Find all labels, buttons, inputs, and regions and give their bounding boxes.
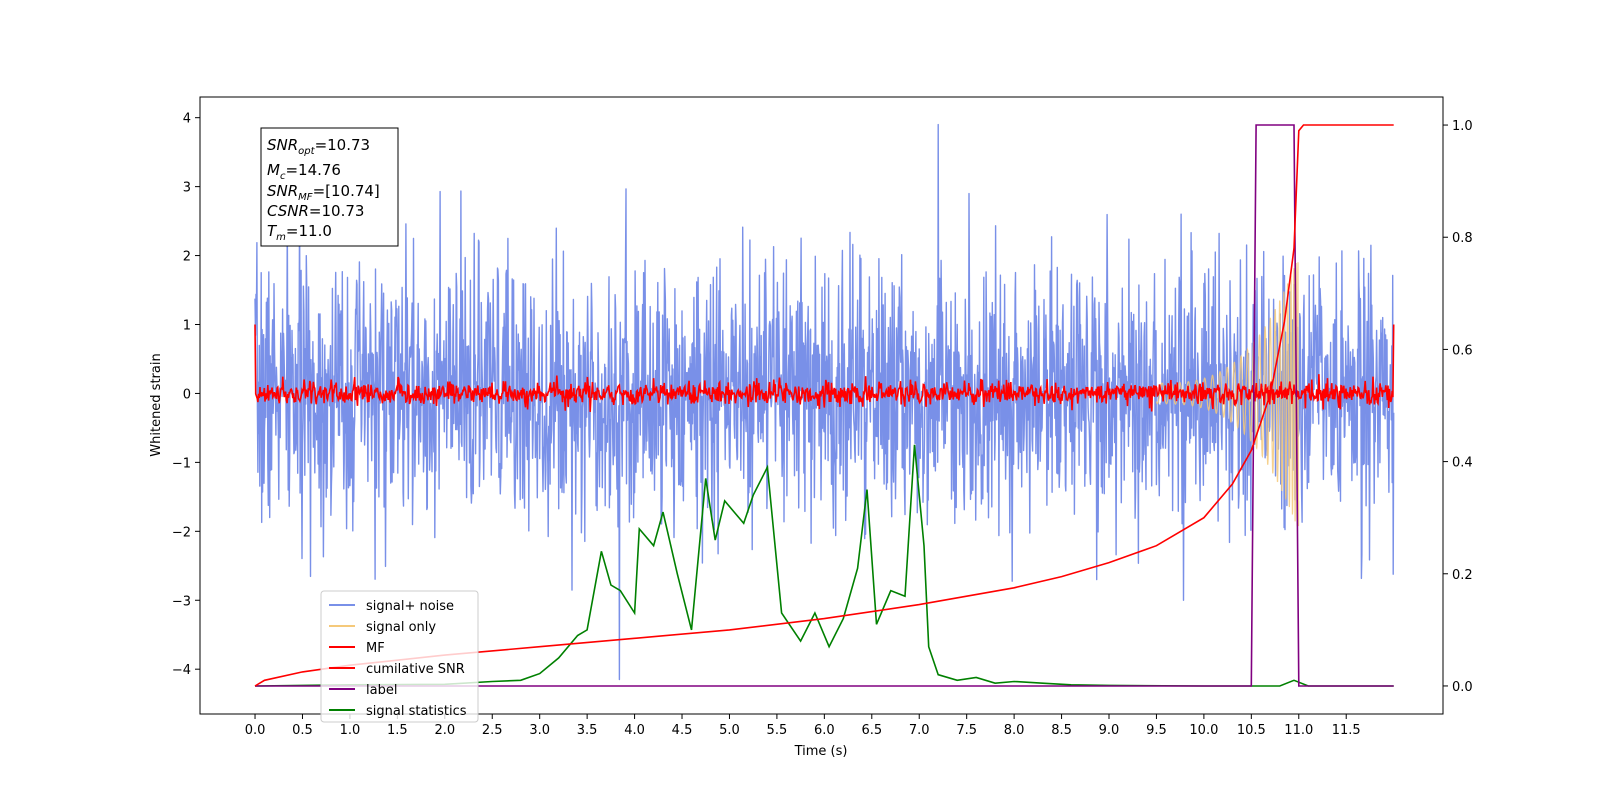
x-tick-label: 9.5 — [1146, 723, 1167, 738]
x-tick-label: 10.0 — [1189, 723, 1218, 738]
y-axis-label: Whitened strain — [149, 353, 164, 456]
annotation-snr-mf: SNRMF=[10.74] — [267, 182, 380, 203]
plot-frame — [199, 96, 1444, 715]
x-tick-label: 5.0 — [719, 723, 740, 738]
annotation-box: SNRopt=10.73 Mc=14.76 SNRMF=[10.74] CSNR… — [260, 127, 399, 247]
x-axis-label: Time (s) — [794, 744, 848, 759]
annotation-csnr: CSNR=10.73 — [267, 202, 364, 220]
y2-tick-label: 0.8 — [1452, 231, 1473, 246]
x-tick-label: 8.5 — [1051, 723, 1072, 738]
x-tick-label: 11.0 — [1284, 723, 1313, 738]
x-tick-label: 10.5 — [1237, 723, 1266, 738]
x-tick-label: 6.5 — [861, 723, 882, 738]
legend-label: signal only — [366, 620, 436, 635]
x-tick-label: 1.0 — [340, 723, 361, 738]
x-tick-label: 4.5 — [672, 723, 693, 738]
y-tick-label: −2 — [172, 525, 191, 540]
y2-tick-label: 0.2 — [1452, 568, 1473, 583]
x-tick-label: 7.0 — [909, 723, 930, 738]
y-tick-label: 2 — [183, 250, 191, 265]
y-tick-label: −3 — [172, 594, 191, 609]
plot-series — [254, 123, 1395, 687]
series-line-label — [255, 124, 1394, 687]
x-tick-label: 5.5 — [767, 723, 788, 738]
y2-tick-label: 0.6 — [1452, 343, 1473, 358]
legend-label: signal+ noise — [366, 599, 454, 614]
y2-tick-label: 0.0 — [1452, 680, 1473, 695]
legend-frame — [320, 590, 479, 723]
legend-label: MF — [366, 641, 385, 656]
y-tick-label: 4 — [183, 112, 191, 127]
legend-label: signal statistics — [366, 704, 467, 719]
y-tick-label: 1 — [183, 318, 191, 333]
x-tick-label: 2.5 — [482, 723, 503, 738]
x-tick-label: 2.0 — [434, 723, 455, 738]
y2-axis-ticks: 1.0 0.8 0.6 0.4 0.2 0.0 — [1443, 119, 1473, 695]
annotation-frame — [260, 127, 399, 247]
x-tick-label: 9.0 — [1099, 723, 1120, 738]
y2-tick-label: 1.0 — [1452, 119, 1473, 134]
series-line-mf — [254, 324, 1395, 412]
x-tick-label: 1.5 — [387, 723, 408, 738]
x-tick-label: 0.0 — [245, 723, 266, 738]
x-axis-ticks: 0.0 0.5 1.0 1.5 2.0 2.5 3.0 3.5 4.0 4.5 5.0 5.5 6.0 6… — [245, 714, 1361, 738]
x-tick-label: 0.5 — [292, 723, 313, 738]
y-axis-ticks: 4 3 2 1 0 −1 −2 −3 −4 — [172, 112, 200, 678]
x-tick-label: 4.0 — [624, 723, 645, 738]
y-tick-label: −4 — [172, 663, 191, 678]
y-tick-label: 0 — [183, 387, 191, 402]
y-tick-label: −1 — [172, 456, 191, 471]
annotation-snr-opt: SNRopt=10.73 — [267, 136, 370, 157]
annotation-mc: Mc=14.76 — [267, 161, 341, 182]
y2-tick-label: 0.4 — [1452, 456, 1473, 471]
y-tick-label: 3 — [183, 181, 191, 196]
x-tick-label: 11.5 — [1332, 723, 1361, 738]
legend-entries: signal+ noise signal only MF cumilative SNR… — [329, 599, 467, 719]
x-tick-label: 8.0 — [1004, 723, 1025, 738]
annotation-tm: Tm=11.0 — [267, 222, 332, 243]
legend: signal+ noise signal only MF cumilative SNR… — [320, 590, 479, 723]
legend-label: cumilative SNR — [366, 662, 465, 677]
x-tick-label: 7.5 — [956, 723, 977, 738]
series-line-signal-noise — [254, 123, 1395, 681]
x-tick-label: 3.0 — [529, 723, 550, 738]
x-tick-label: 6.0 — [814, 723, 835, 738]
legend-label: label — [366, 683, 397, 698]
x-tick-label: 3.5 — [577, 723, 598, 738]
series-line-signal-only — [1155, 262, 1300, 527]
series-line-signal-statistics — [254, 444, 1394, 687]
